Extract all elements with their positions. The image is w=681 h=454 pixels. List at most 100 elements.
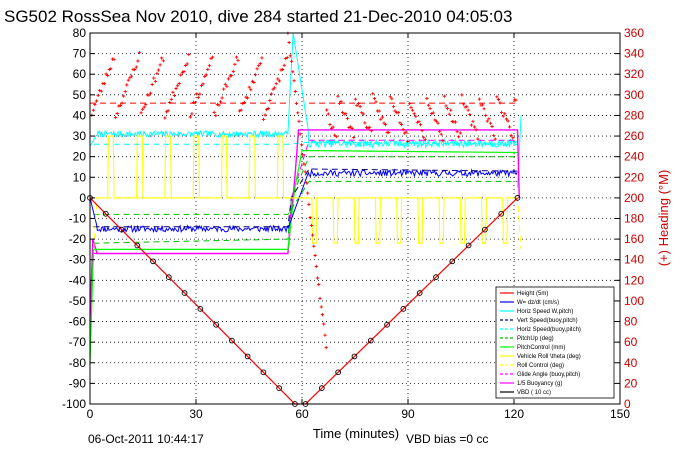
heading-point [426,103,431,107]
y-right-tick-label: 20 [624,376,638,390]
y-right-tick-label: 240 [624,150,644,164]
heading-point [347,125,351,130]
heading-point [117,104,121,108]
heading-point [150,82,154,87]
heading-point [453,120,458,124]
vbd-marker [213,321,219,328]
heading-point [379,117,383,121]
heading-point [195,92,199,96]
heading-point [438,129,442,133]
heading-point [318,296,322,300]
heading-point [214,114,218,118]
heading-point [239,108,243,112]
heading-point [391,105,396,109]
x-tick-label: 0 [87,407,94,421]
heading-point [118,103,122,107]
heading-point [428,106,432,110]
heading-point [323,333,327,337]
heading-point [233,62,237,66]
vbd-marker [118,226,125,233]
heading-point [312,244,316,248]
heading-point [324,346,328,350]
y-tick-label: 60 [73,67,87,81]
heading-point [320,313,325,317]
heading-point [263,113,267,117]
vbd-marker [433,274,439,281]
heading-point [187,52,191,57]
heading-point [141,107,145,111]
y-right-tick-label: 340 [624,47,644,61]
heading-point [308,215,312,220]
y-tick-label: -90 [69,376,87,390]
heading-point [352,135,356,140]
heading-point [361,112,365,116]
heading-point [296,111,300,115]
heading-point [387,130,391,135]
series-heading-scatter [90,31,518,350]
vbd-marker [318,385,325,391]
heading-point [514,98,518,102]
vbd-marker [465,242,472,249]
heading-point [207,64,211,68]
vbd-marker [335,369,341,376]
x-tick-label: 90 [401,407,415,421]
heading-point [161,59,165,63]
heading-point [380,115,384,119]
y-right-tick-label: 160 [624,232,644,246]
heading-point [252,80,256,85]
heading-point [374,100,378,104]
heading-point [315,276,320,280]
heading-point [188,115,192,119]
heading-point [469,123,473,127]
heading-point [209,57,213,61]
heading-point [136,59,140,63]
heading-point [447,112,451,116]
vbd-marker [449,258,456,265]
heading-point [460,93,464,97]
heading-point [509,133,513,137]
heading-point [257,64,261,68]
heading-point [102,82,107,86]
heading-point [133,68,137,72]
y-tick-label: -70 [69,335,87,349]
y-tick-label: 0 [79,191,86,205]
x-tick-label: 150 [610,407,630,421]
heading-point [129,74,134,78]
heading-point [287,40,291,45]
heading-point [255,67,259,71]
y-tick-label: 50 [73,88,87,102]
heading-point [230,74,234,78]
vbd-marker [276,385,283,391]
heading-point [485,119,489,123]
heading-point [417,120,421,124]
heading-point [406,139,410,143]
y-tick-label: 80 [73,26,87,40]
x-tick-label: 120 [504,407,524,421]
legend-entry-label: W= dz/dt (cm/s) [517,300,559,306]
y-tick-label: -100 [62,397,86,411]
heading-point [123,90,127,94]
heading-point [142,105,146,109]
heading-point [325,108,329,112]
y-right-tick-label: 220 [624,170,644,184]
heading-point [147,93,151,97]
heading-point [125,83,129,87]
heading-point [225,84,229,88]
heading-point [449,108,453,112]
heading-point [196,96,200,100]
heading-point [273,86,277,90]
heading-point [363,121,367,125]
heading-point [260,56,264,60]
y-tick-label: -10 [69,212,87,226]
heading-point [331,125,335,129]
heading-point [269,92,273,96]
heading-point [368,125,372,129]
y-right-tick-label: 120 [624,273,644,287]
heading-point [304,181,308,185]
vbd-marker [384,321,390,328]
heading-point [411,108,415,112]
heading-point [442,94,446,98]
y-right-tick-label: 320 [624,67,644,81]
heading-point [266,106,270,111]
heading-point [163,116,167,120]
